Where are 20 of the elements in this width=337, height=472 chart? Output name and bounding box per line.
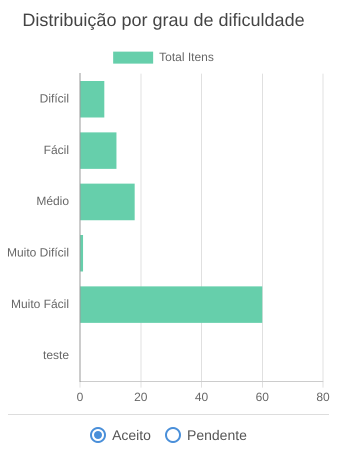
bar	[80, 234, 84, 272]
x-tick-label: 0	[76, 390, 84, 404]
x-tick-label: 20	[134, 390, 148, 404]
y-tick-label: teste	[42, 348, 70, 362]
bar	[80, 286, 262, 323]
bar	[80, 132, 116, 169]
x-tick-label: 40	[194, 390, 208, 404]
x-tick-label: 60	[256, 390, 270, 404]
y-tick-label: Difícil	[40, 92, 70, 106]
legend-label: Total Itens	[159, 50, 214, 64]
text: Aceito	[112, 427, 151, 443]
bar	[80, 80, 104, 118]
x-tick-label: 80	[316, 390, 330, 404]
y-tick-label: Médio	[36, 194, 70, 208]
text: Pendente	[186, 427, 247, 443]
bar	[80, 184, 135, 220]
y-tick-label: Fácil	[44, 142, 70, 157]
y-tick-label: Muito Difícil	[6, 246, 70, 260]
chart-title: Distribuição por grau de dificuldade	[22, 10, 305, 30]
y-tick-label: Muito Fácil	[10, 296, 70, 311]
